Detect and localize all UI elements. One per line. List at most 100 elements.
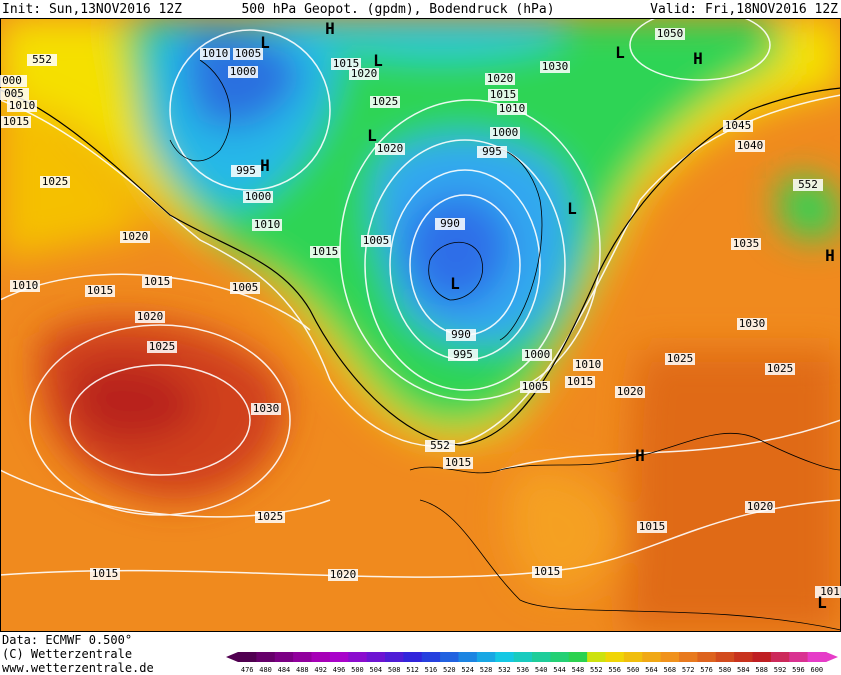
- label-box: [532, 566, 562, 578]
- isobar-label: 1050: [657, 27, 684, 40]
- label-box: [665, 353, 695, 365]
- label-box: [251, 403, 281, 415]
- isobar-label: 1025: [372, 95, 399, 108]
- isobar-label: 1025: [42, 175, 69, 188]
- colorbar-cell: [293, 652, 312, 662]
- colorbar-cell: [789, 652, 809, 662]
- isobar-label: 1005: [235, 47, 262, 60]
- colorbar-label: 516: [425, 666, 438, 674]
- label-box: [120, 231, 150, 243]
- pressure-center: L: [567, 199, 577, 218]
- colorbar-label: 504: [369, 666, 382, 674]
- colorbar-cell: [770, 652, 790, 662]
- label-box: [745, 501, 775, 513]
- isobar-label: 1015: [144, 275, 171, 288]
- colorbar-cell: [403, 652, 423, 662]
- colorbar-label: 564: [645, 666, 658, 674]
- colorbar-label: 492: [314, 666, 327, 674]
- isobar-label: 1015: [567, 375, 594, 388]
- colorbar-cell: [348, 652, 368, 662]
- colorbar-label: 532: [498, 666, 511, 674]
- colorbar-label: 560: [627, 666, 640, 674]
- data-source: Data: ECMWF 0.500°: [2, 633, 132, 647]
- pressure-center: L: [450, 274, 460, 293]
- isobar-label: 1025: [149, 340, 176, 353]
- colorbar-label: 520: [443, 666, 456, 674]
- colorbar-cell: [256, 652, 276, 662]
- label-box: [135, 311, 165, 323]
- isobar-label: 1015: [490, 88, 517, 101]
- colorbar-cell: [660, 652, 680, 662]
- isobar-label: 995: [453, 348, 473, 361]
- colorbar-cell: [697, 652, 717, 662]
- colorbar-cell: [311, 652, 331, 662]
- isobar-label: 1030: [253, 402, 280, 415]
- label-box: [737, 318, 767, 330]
- label-box: [446, 329, 476, 341]
- label-box: [0, 75, 27, 87]
- label-box: [142, 276, 172, 288]
- colorbar-label: 484: [278, 666, 291, 674]
- label-box: [425, 440, 455, 452]
- label-box: [448, 349, 478, 361]
- pressure-center: H: [825, 246, 835, 265]
- isobar-label: 1025: [767, 362, 794, 375]
- isobar-label: 1010: [12, 279, 39, 292]
- label-box: [255, 511, 285, 523]
- colorbar-label: 572: [682, 666, 695, 674]
- colorbar-label: 556: [608, 666, 621, 674]
- isobar-label: 1015: [534, 565, 561, 578]
- colorbar-cell: [734, 652, 753, 662]
- isobar-label: 1040: [737, 139, 764, 152]
- colorbar-label: 576: [700, 666, 713, 674]
- label-box: [10, 280, 40, 292]
- colorbar-label: 544: [553, 666, 566, 674]
- colorbar-cell: [623, 652, 643, 662]
- label-box: [655, 28, 685, 40]
- label-box: [375, 143, 405, 155]
- colorbar-cell: [679, 652, 698, 662]
- website: www.wetterzentrale.de: [2, 661, 154, 675]
- label-box: [200, 48, 230, 60]
- colorbar-label: 588: [755, 666, 768, 674]
- isobar-label: 1015: [92, 567, 119, 580]
- isobar-label: 1010: [575, 358, 602, 371]
- label-box: [615, 386, 645, 398]
- isobar-label: 1015: [3, 115, 30, 128]
- colorbar-label: 500: [351, 666, 364, 674]
- isobar-label: 1020: [137, 310, 164, 323]
- colorbar-cell: [238, 652, 257, 662]
- pressure-center: L: [260, 33, 270, 52]
- label-box: [7, 100, 37, 112]
- isobar-label: 552: [430, 439, 450, 452]
- colorbar-cell: [440, 652, 459, 662]
- colorbar-cell: [605, 652, 625, 662]
- colorbar-label: 600: [810, 666, 823, 674]
- label-box: [349, 68, 379, 80]
- label-box: [435, 218, 465, 230]
- colorbar-cell: [421, 652, 441, 662]
- label-box: [793, 179, 823, 191]
- label-box: [520, 381, 550, 393]
- isobar-label: 990: [451, 328, 471, 341]
- isobar-label: 1020: [747, 500, 774, 513]
- colorbar-label: 476: [241, 666, 254, 674]
- isobar-label: 1000: [230, 65, 257, 78]
- isobar-label: 1000: [492, 126, 519, 139]
- pressure-center: H: [325, 19, 335, 38]
- label-box: [27, 54, 57, 66]
- colorbar-cell: [587, 652, 606, 662]
- colorbar-label: 524: [461, 666, 474, 674]
- pressure-center: H: [693, 49, 703, 68]
- colorbar-label: 528: [480, 666, 493, 674]
- colorbar-label: 512: [406, 666, 419, 674]
- isobar-label: 1035: [733, 237, 760, 250]
- colorbar-label: 496: [333, 666, 346, 674]
- isobar-label: 1005: [522, 380, 549, 393]
- label-box: [328, 569, 358, 581]
- label-box: [85, 285, 115, 297]
- isobar-label: 1020: [122, 230, 149, 243]
- label-box: [243, 191, 273, 203]
- colorbar-cell: [532, 652, 551, 662]
- isobar-label: 005: [4, 87, 24, 100]
